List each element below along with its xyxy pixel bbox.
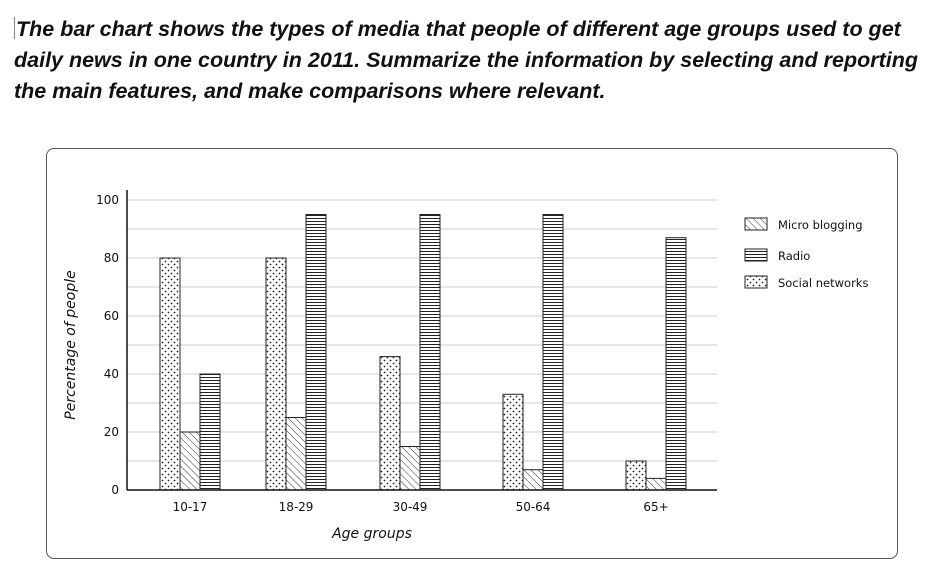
tick-labels: 0 20 40 60 80 100 10-17 18-29 30-49 50-64 65+ bbox=[96, 193, 669, 514]
y-tick-label: 80 bbox=[104, 251, 119, 265]
legend-swatch-social-networks bbox=[744, 275, 768, 289]
x-tick-label: 50-64 bbox=[516, 500, 551, 514]
x-axis-title: Age groups bbox=[331, 526, 412, 542]
legend-label: Radio bbox=[778, 249, 810, 263]
bar-social-networks-65+ bbox=[625, 460, 647, 491]
text-cursor bbox=[14, 17, 15, 39]
x-tick-label: 10-17 bbox=[173, 500, 208, 514]
x-tick-label: 18-29 bbox=[279, 500, 314, 514]
y-tick-label: 20 bbox=[104, 425, 119, 439]
x-tick-label: 65+ bbox=[643, 500, 668, 514]
y-tick-label: 0 bbox=[111, 483, 119, 497]
legend: Micro blogging Radio Social networks bbox=[744, 217, 868, 290]
bar-social-networks-18-29 bbox=[265, 257, 287, 491]
legend-label: Micro blogging bbox=[778, 218, 863, 232]
y-tick-label: 40 bbox=[104, 367, 119, 381]
bar-micro-blogging-50-64 bbox=[522, 469, 544, 491]
bars bbox=[159, 214, 687, 491]
bar-radio-18-29 bbox=[305, 214, 327, 491]
legend-swatch-radio bbox=[744, 248, 768, 262]
bar-micro-blogging-10-17 bbox=[179, 431, 201, 491]
bar-radio-50-64 bbox=[542, 214, 564, 491]
y-axis-title: Percentage of people bbox=[63, 270, 79, 419]
bar-radio-65+ bbox=[665, 237, 687, 491]
y-tick-label: 100 bbox=[96, 193, 119, 207]
bar-micro-blogging-65+ bbox=[645, 477, 667, 491]
bar-social-networks-10-17 bbox=[159, 257, 181, 491]
bar-radio-30-49 bbox=[419, 214, 441, 491]
bar-chart: 0 20 40 60 80 100 10-17 18-29 30-49 50-64 65+ Micr… bbox=[63, 190, 868, 542]
axes bbox=[126, 190, 717, 491]
bar-social-networks-50-64 bbox=[502, 393, 524, 491]
x-tick-label: 30-49 bbox=[393, 500, 428, 514]
chart-frame: 0 20 40 60 80 100 10-17 18-29 30-49 50-64 65+ Micr… bbox=[46, 148, 898, 559]
bar-social-networks-30-49 bbox=[379, 356, 401, 491]
y-tick-label: 60 bbox=[104, 309, 119, 323]
legend-label: Social networks bbox=[778, 276, 868, 290]
bar-micro-blogging-30-49 bbox=[399, 446, 421, 491]
task-prompt-text: The bar chart shows the types of media t… bbox=[14, 17, 918, 103]
legend-swatch-micro-blogging bbox=[744, 217, 768, 231]
task-prompt: The bar chart shows the types of media t… bbox=[14, 14, 919, 107]
bar-micro-blogging-18-29 bbox=[285, 417, 307, 491]
bar-radio-10-17 bbox=[199, 373, 221, 491]
